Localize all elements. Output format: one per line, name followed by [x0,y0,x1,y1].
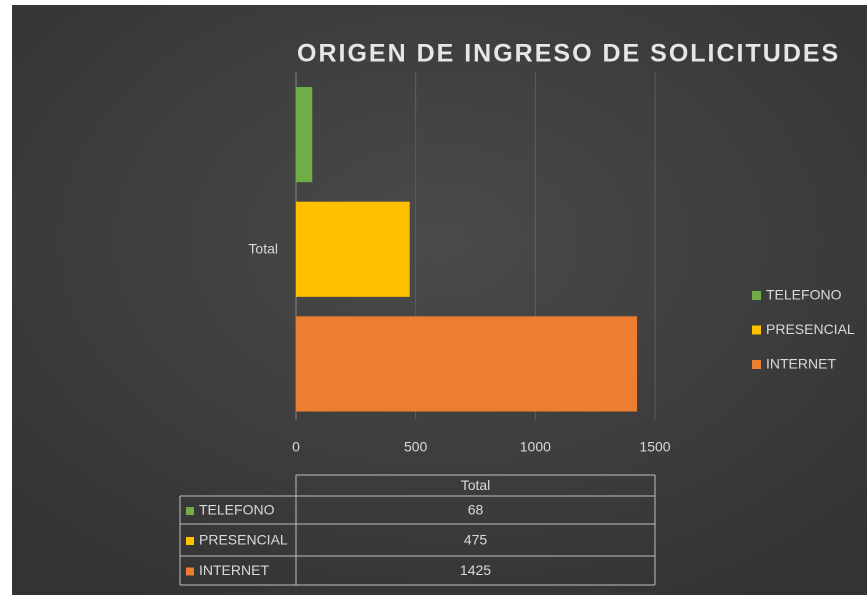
bar [296,201,410,297]
chart-title: ORIGEN DE INGRESO DE SOLICITUDES [297,40,840,68]
x-tick-label: 0 [292,439,300,455]
chart-background [12,5,867,595]
table-swatch [186,567,194,576]
table-row-label: INTERNET [199,562,269,578]
legend-swatch [752,360,761,369]
table-value: 68 [468,502,484,518]
table-value: 475 [464,532,488,548]
legend-swatch [752,325,761,335]
x-tick-label: 1500 [639,439,670,455]
table-row-label: PRESENCIAL [199,532,288,548]
legend-label: INTERNET [766,356,836,372]
table-swatch [186,507,194,515]
x-tick-label: 1000 [520,439,551,455]
legend-label: TELEFONO [766,287,842,303]
table-header: Total [461,477,491,493]
y-tick-label: Total [248,241,278,257]
legend-swatch [752,291,761,300]
table-swatch [186,537,194,545]
x-tick-label: 500 [404,439,428,455]
table-row-label: TELEFONO [199,502,275,518]
table-value: 1425 [460,562,491,578]
chart-area: ORIGEN DE INGRESO DE SOLICITUDES 0 500 100… [179,40,855,586]
bar [296,316,638,412]
legend-label: PRESENCIAL [766,321,855,337]
bar [296,87,313,183]
